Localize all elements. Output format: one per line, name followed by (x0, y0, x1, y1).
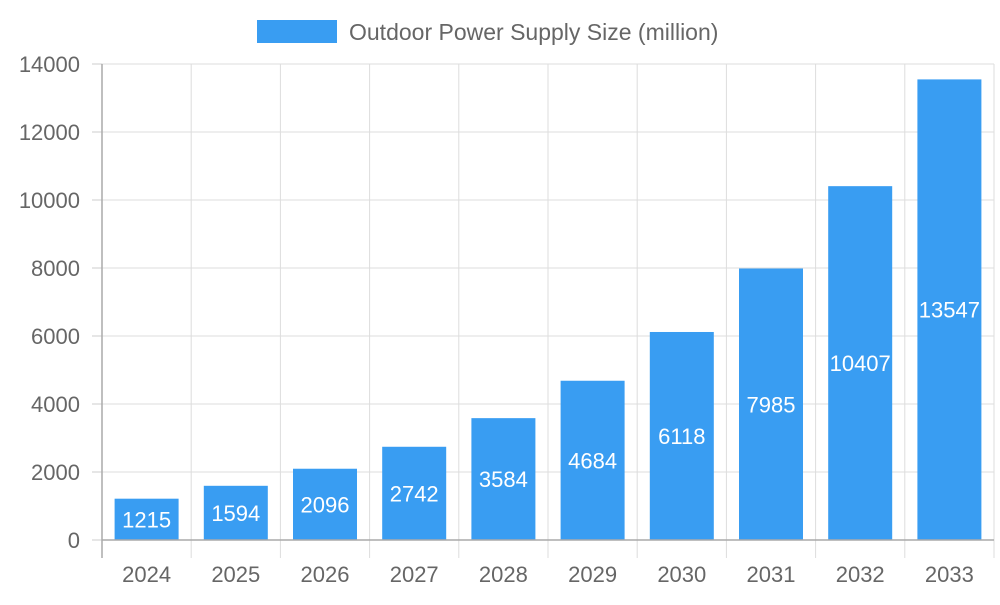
legend[interactable]: Outdoor Power Supply Size (million) (257, 19, 718, 45)
bar-2025 (203, 485, 268, 540)
y-tick-label: 0 (68, 528, 80, 553)
legend-label: Outdoor Power Supply Size (million) (349, 19, 718, 45)
bar-2026 (293, 468, 357, 540)
data-label: 13547 (919, 298, 980, 323)
x-tick-label: 2026 (301, 562, 350, 587)
x-tick-label: 2030 (657, 562, 706, 587)
data-label: 1215 (122, 507, 171, 532)
x-tick-label: 2028 (479, 562, 528, 587)
y-tick-label: 8000 (31, 256, 80, 281)
y-tick-label: 2000 (31, 460, 80, 485)
data-label: 4684 (568, 448, 617, 473)
y-tick-label: 14000 (19, 52, 80, 77)
bars: 1215 1594 2096 2742 3584 4684 6118 7985 10407 135… (114, 79, 982, 541)
grid (102, 63, 995, 558)
x-tick-label: 2033 (925, 562, 974, 587)
bar-2031 (739, 268, 803, 540)
x-tick-label: 2031 (747, 562, 796, 587)
bar-2030 (649, 331, 714, 540)
data-label: 3584 (479, 467, 528, 492)
data-label: 2742 (390, 481, 439, 506)
axes: 0 2000 4000 6000 8000 10000 12000 14000 2024 2025… (19, 52, 994, 587)
x-tick-label: 2027 (390, 562, 439, 587)
bar-2029 (560, 380, 625, 540)
x-tick-label: 2025 (211, 562, 260, 587)
y-tick-label: 4000 (31, 392, 80, 417)
data-label: 10407 (830, 351, 891, 376)
data-label: 6118 (658, 424, 705, 449)
y-tick-label: 6000 (31, 324, 80, 349)
x-tick-label: 2024 (122, 562, 171, 587)
y-tick-label: 12000 (19, 120, 80, 145)
bar-2033 (917, 79, 982, 540)
bar-2024 (114, 498, 179, 540)
x-tick-label: 2032 (836, 562, 885, 587)
bar-2032 (828, 186, 893, 541)
bar-2028 (471, 418, 536, 540)
legend-swatch (257, 20, 337, 43)
x-tick-label: 2029 (568, 562, 617, 587)
data-label: 7985 (747, 392, 796, 417)
data-label: 2096 (301, 492, 350, 517)
bar-2027 (382, 446, 447, 540)
data-label: 1594 (211, 501, 260, 526)
y-tick-label: 10000 (19, 188, 80, 213)
